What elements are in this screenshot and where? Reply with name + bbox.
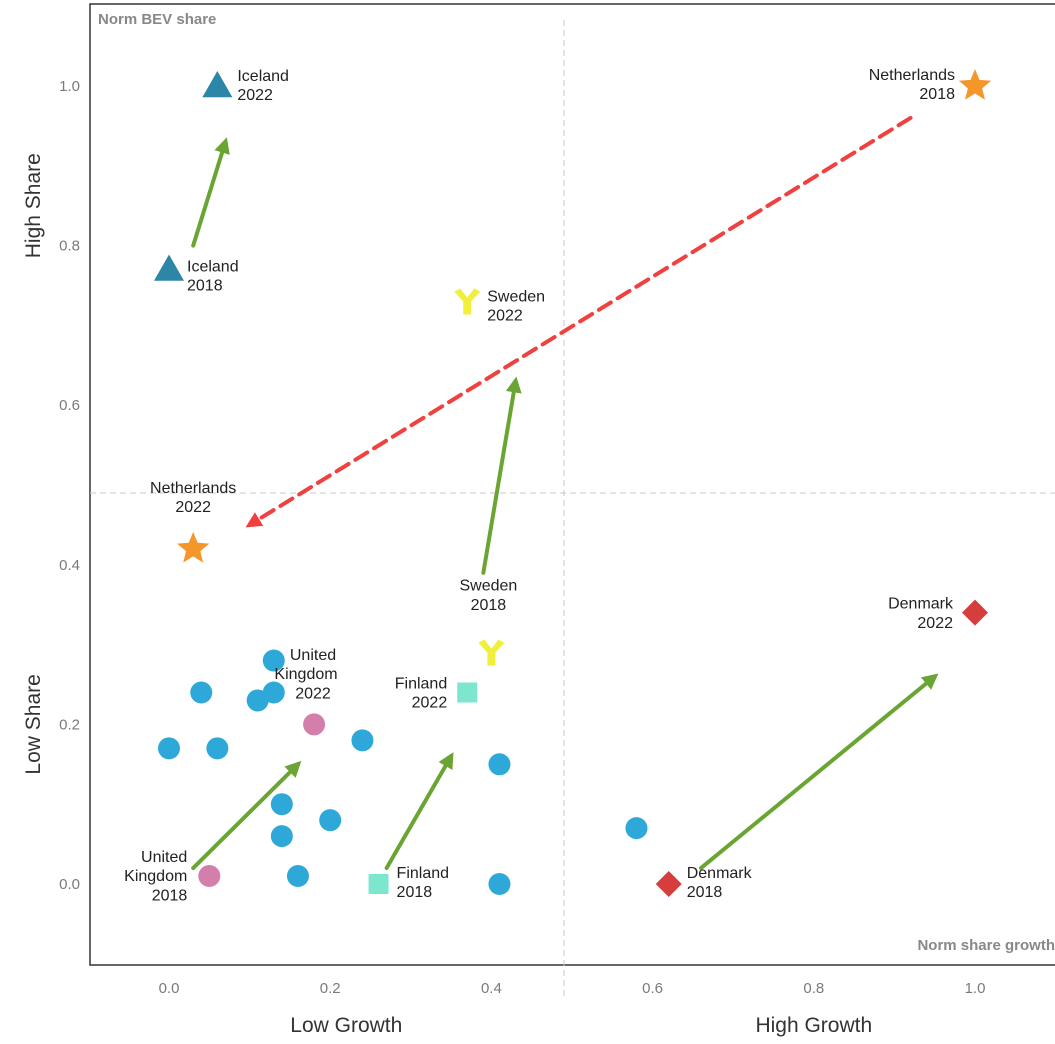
- data-point: [488, 873, 511, 895]
- sweden-2018-label: Sweden 2018: [459, 578, 517, 614]
- x-tick-label: 0.0: [159, 980, 180, 997]
- finland-2018-label: Finland 2018: [397, 865, 449, 901]
- netherlands-2018-marker: [958, 69, 992, 100]
- iceland-2018-marker: [154, 254, 184, 281]
- x-axis-title: Norm share growth: [917, 937, 1055, 954]
- arrow-denmark: [698, 673, 939, 871]
- denmark-2022-label: Denmark 2022: [888, 596, 954, 632]
- finland-2018-marker: [368, 874, 389, 894]
- united-kingdom-2018-label: United Kingdom 2018: [124, 849, 187, 904]
- data-point: [286, 865, 309, 888]
- y-tick-label: 0.2: [59, 716, 80, 733]
- denmark-2018-marker: [655, 871, 682, 897]
- data-point: [270, 793, 293, 816]
- x-tick-label: 0.6: [642, 980, 663, 997]
- sweden-2022-marker: [454, 288, 481, 315]
- y-tick-label: 0.4: [59, 557, 80, 574]
- data-point: [351, 729, 374, 752]
- netherlands-2018-label: Netherlands 2018: [869, 67, 955, 103]
- y-tick-label: 0.0: [59, 876, 80, 893]
- data-point: [488, 753, 511, 776]
- arrow-iceland: [191, 137, 230, 248]
- x-tick-label: 0.8: [803, 980, 824, 997]
- x-group-label-low-growth: Low Growth: [290, 1014, 402, 1037]
- netherlands-2022-label: Netherlands 2022: [150, 480, 236, 516]
- x-tick-label: 0.4: [481, 980, 502, 997]
- denmark-2022-marker: [962, 599, 988, 626]
- x-tick-label: 0.2: [320, 980, 341, 997]
- denmark-2018-label: Denmark 2018: [687, 865, 753, 901]
- data-point: [262, 681, 285, 704]
- y-tick-label: 1.0: [59, 78, 80, 95]
- data-point: [270, 825, 293, 848]
- iceland-2022-label: Iceland 2022: [237, 68, 289, 104]
- y-axis-title: Norm BEV share: [98, 11, 216, 28]
- arrow-sweden: [481, 376, 522, 575]
- arrow-netherlands: [245, 115, 913, 528]
- iceland-2022-marker: [202, 71, 233, 98]
- y-tick-label: 0.6: [59, 397, 80, 414]
- data-point: [158, 737, 180, 760]
- united-kingdom-2022-label: United Kingdom 2022: [274, 647, 337, 702]
- data-point: [262, 649, 285, 672]
- data-point: [319, 809, 342, 832]
- plot-frame: [89, 3, 1055, 966]
- x-tick-label: 1.0: [965, 980, 986, 997]
- data-point: [190, 681, 213, 704]
- united-kingdom-2022-marker: [303, 713, 326, 736]
- data-point: [206, 737, 229, 760]
- arrow-united-kingdom: [191, 760, 302, 871]
- data-point: [625, 817, 648, 840]
- x-group-label-high-growth: High Growth: [755, 1014, 872, 1037]
- united-kingdom-2018-marker: [198, 865, 221, 888]
- netherlands-2022-marker: [177, 531, 210, 563]
- finland-2022-label: Finland 2022: [395, 675, 448, 711]
- sweden-2022-label: Sweden 2022: [487, 288, 545, 324]
- sweden-2018-marker: [478, 639, 505, 666]
- y-group-label-low-share: Low Share: [22, 674, 45, 774]
- y-tick-label: 0.8: [59, 238, 80, 255]
- finland-2022-marker: [457, 682, 478, 703]
- arrow-finland: [384, 752, 454, 871]
- y-group-label-high-share: High Share: [22, 153, 45, 258]
- iceland-2018-label: Iceland 2018: [187, 259, 239, 295]
